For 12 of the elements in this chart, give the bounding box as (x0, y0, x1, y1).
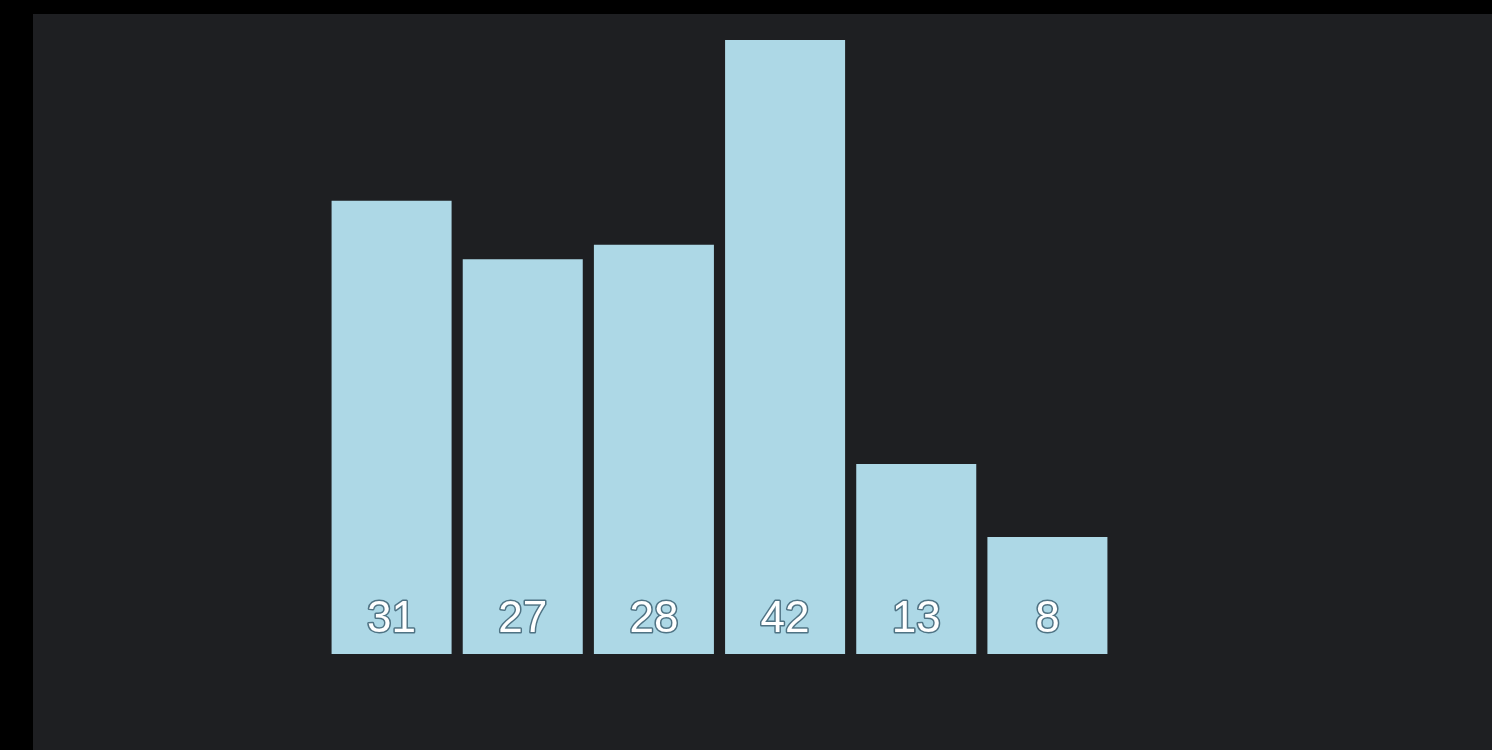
bar (462, 259, 583, 654)
data-label: 13 (891, 592, 941, 641)
data-label: 27 (498, 592, 548, 641)
data-label: 31 (367, 592, 417, 641)
bar (331, 200, 452, 654)
bar (856, 463, 977, 654)
data-label: 28 (629, 592, 679, 641)
bar (593, 244, 714, 654)
data-label: 8 (1035, 592, 1060, 641)
data-label: 42 (760, 592, 810, 641)
bar (725, 40, 846, 654)
bar (987, 537, 1108, 654)
